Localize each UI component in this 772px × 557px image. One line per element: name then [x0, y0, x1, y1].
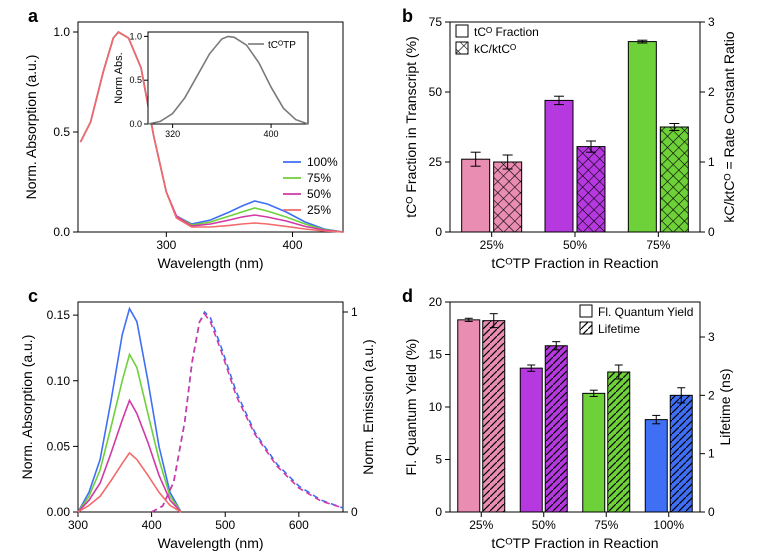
svg-text:3: 3 [708, 15, 715, 29]
svg-text:600: 600 [289, 518, 309, 532]
svg-text:0.0: 0.0 [129, 119, 142, 129]
svg-text:300: 300 [68, 518, 88, 532]
svg-text:Lifetime: Lifetime [598, 322, 640, 336]
svg-text:400: 400 [264, 129, 279, 139]
svg-text:Wavelength (nm): Wavelength (nm) [157, 535, 263, 551]
svg-text:25%: 25% [469, 518, 493, 532]
svg-text:Lifetime (ns): Lifetime (ns) [717, 368, 733, 445]
svg-text:50%: 50% [532, 518, 556, 532]
svg-text:1: 1 [708, 447, 715, 461]
svg-text:75%: 75% [307, 171, 331, 185]
svg-text:0: 0 [708, 505, 715, 519]
svg-text:25%: 25% [480, 238, 504, 252]
svg-text:0.5: 0.5 [129, 75, 142, 85]
svg-text:25%: 25% [307, 203, 331, 217]
svg-text:0.05: 0.05 [47, 439, 71, 453]
svg-text:kC/ktCᴼ = Rate Constant Ratio: kC/ktCᴼ = Rate Constant Ratio [721, 31, 737, 222]
svg-text:75%: 75% [594, 518, 618, 532]
svg-text:d: d [402, 286, 413, 306]
svg-text:Fl. Quantum Yield: Fl. Quantum Yield [598, 305, 693, 319]
svg-text:2: 2 [708, 388, 715, 402]
svg-text:a: a [28, 6, 39, 26]
svg-text:Norm Abs.: Norm Abs. [113, 52, 125, 103]
svg-text:0.15: 0.15 [47, 308, 71, 322]
svg-text:100%: 100% [307, 155, 338, 169]
svg-text:1.0: 1.0 [129, 31, 142, 41]
svg-text:1: 1 [708, 155, 715, 169]
svg-text:b: b [402, 6, 413, 26]
svg-text:50%: 50% [563, 238, 587, 252]
svg-text:Wavelength (nm): Wavelength (nm) [157, 255, 263, 271]
svg-text:Norm. Emission (a.u.): Norm. Emission (a.u.) [360, 339, 376, 474]
svg-text:tCᴼTP Fraction in Reaction: tCᴼTP Fraction in Reaction [491, 255, 658, 271]
svg-text:25: 25 [429, 155, 443, 169]
svg-text:20: 20 [429, 295, 443, 309]
svg-text:0: 0 [351, 505, 358, 519]
svg-text:Norm. Absorption (a.u.): Norm. Absorption (a.u.) [19, 335, 35, 480]
svg-text:50: 50 [429, 85, 443, 99]
svg-text:50%: 50% [307, 187, 331, 201]
svg-text:0: 0 [435, 505, 442, 519]
svg-text:3: 3 [708, 330, 715, 344]
svg-text:75%: 75% [646, 238, 670, 252]
svg-text:0.5: 0.5 [53, 125, 70, 139]
svg-text:0: 0 [435, 225, 442, 239]
svg-text:5: 5 [435, 453, 442, 467]
svg-text:500: 500 [215, 518, 235, 532]
svg-text:Norm. Absorption (a.u.): Norm. Absorption (a.u.) [23, 55, 39, 200]
svg-text:400: 400 [283, 238, 303, 252]
svg-text:0: 0 [708, 225, 715, 239]
svg-text:320: 320 [165, 129, 180, 139]
svg-text:0.00: 0.00 [47, 505, 71, 519]
svg-text:100%: 100% [653, 518, 684, 532]
svg-text:kC/ktCᴼ: kC/ktCᴼ [474, 42, 516, 56]
svg-text:tCᴼTP Fraction in Reaction: tCᴼTP Fraction in Reaction [491, 535, 658, 551]
svg-text:400: 400 [142, 518, 162, 532]
svg-text:c: c [28, 286, 38, 306]
svg-text:10: 10 [429, 400, 443, 414]
svg-text:15: 15 [429, 348, 443, 362]
svg-text:75: 75 [429, 15, 443, 29]
svg-text:tCᴼTP: tCᴼTP [268, 40, 296, 51]
svg-text:tCᴼ Fraction in Transcript (%): tCᴼ Fraction in Transcript (%) [403, 36, 419, 217]
svg-text:0.10: 0.10 [47, 374, 71, 388]
svg-text:Fl. Quantum Yield (%): Fl. Quantum Yield (%) [403, 339, 419, 476]
svg-text:1.0: 1.0 [53, 25, 70, 39]
svg-text:300: 300 [156, 238, 176, 252]
svg-text:2: 2 [708, 85, 715, 99]
svg-text:1: 1 [351, 305, 358, 319]
svg-text:0.0: 0.0 [53, 225, 70, 239]
svg-text:tCᴼ Fraction: tCᴼ Fraction [474, 25, 539, 39]
